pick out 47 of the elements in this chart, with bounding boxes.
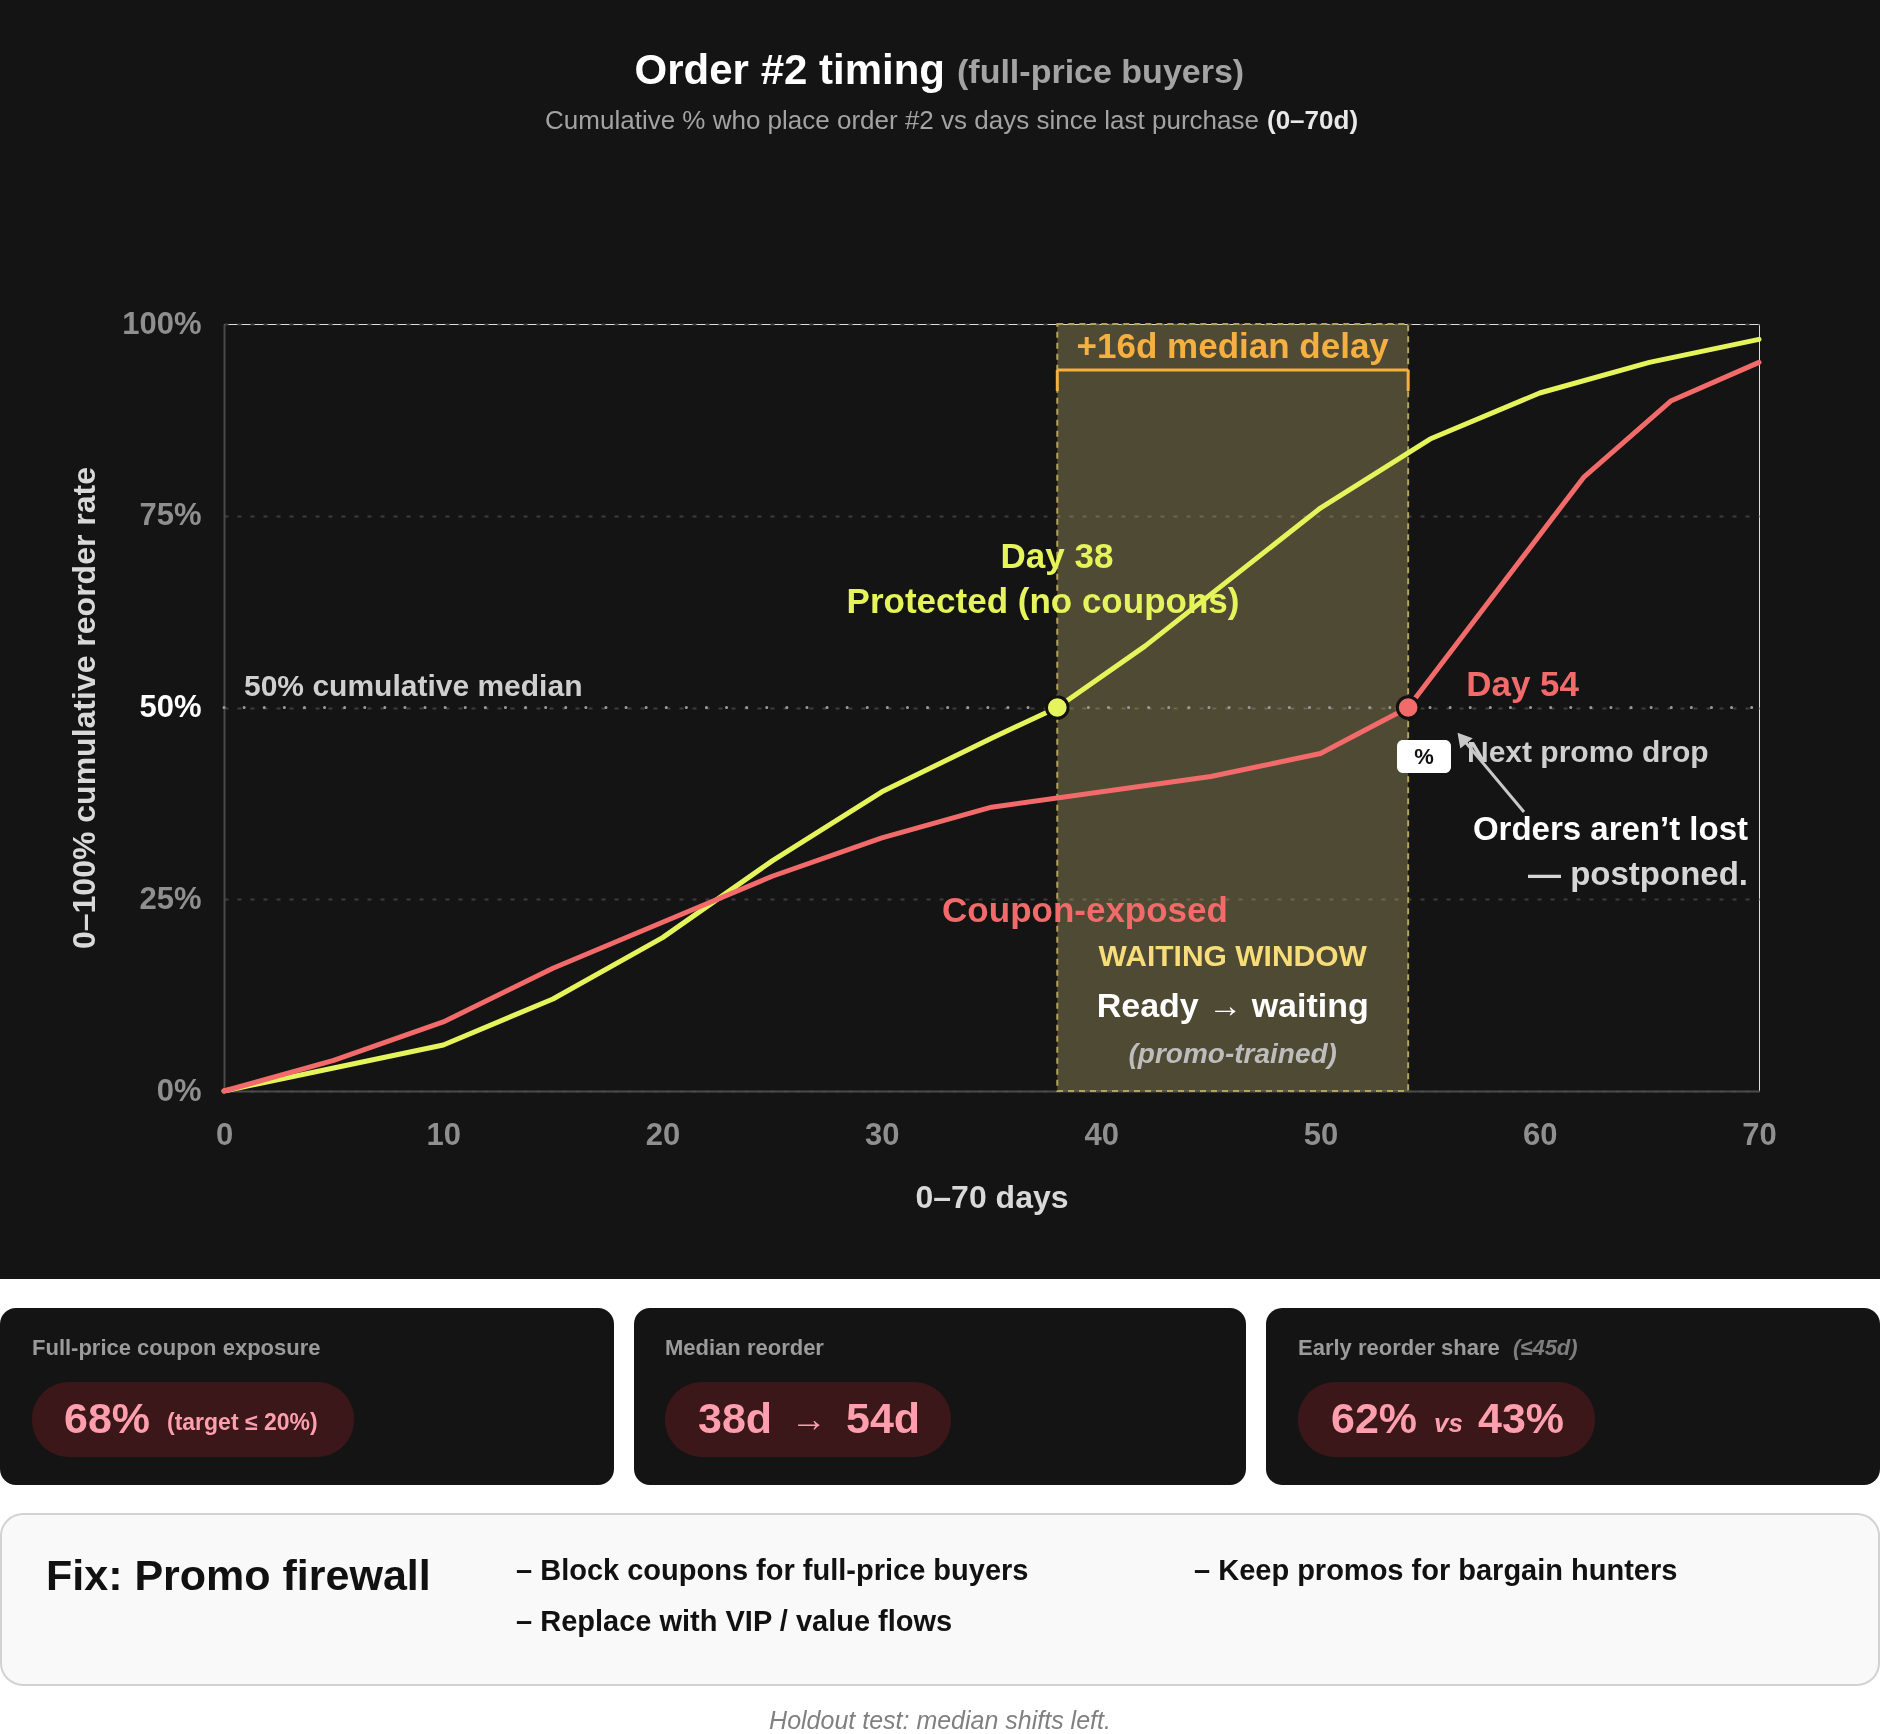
series-label: Coupon-exposed — [942, 890, 1228, 929]
annotation: (promo-trained) — [1128, 1038, 1337, 1069]
annotation: Orders aren’t lost — [1472, 810, 1748, 847]
y-tick-label: 75% — [139, 497, 202, 533]
chart-subtitle: Cumulative % who place order #2 vs days since last purchase — [545, 105, 1259, 135]
x-tick-label: 40 — [1084, 1116, 1119, 1152]
text: 68% — [64, 1394, 151, 1442]
y-tick-label: 0% — [156, 1072, 202, 1108]
x-tick-label: 50 — [1303, 1116, 1339, 1152]
y-tick-label: 100% — [122, 305, 202, 341]
text: 38d — [698, 1394, 773, 1442]
y-axis-title: 0–100% cumulative reorder rate — [65, 466, 102, 950]
x-tick-label: 60 — [1522, 1116, 1558, 1152]
text: 62% — [1331, 1394, 1418, 1442]
annotation: Day 54 — [1466, 663, 1580, 703]
text: (≤45d) — [1513, 1335, 1578, 1360]
x-tick-label: 70 — [1742, 1116, 1777, 1152]
y-tick-label: 25% — [139, 880, 202, 916]
text: Fix: Promo firewall — [46, 1551, 431, 1599]
text: (full-price buyers) — [957, 52, 1245, 90]
x-tick-label: 10 — [426, 1116, 462, 1152]
text: – Block coupons for full-price buyers — [516, 1554, 1029, 1586]
annotation: — postponed. — [1528, 855, 1748, 892]
annotation: Ready → waiting — [1096, 986, 1369, 1024]
text: Median reorder — [665, 1335, 825, 1360]
x-tick-label: 20 — [645, 1116, 681, 1152]
text: 54d — [846, 1394, 921, 1442]
text: (target ≤ 20%) — [167, 1409, 318, 1435]
x-axis-title: 0–70 days — [915, 1178, 1069, 1215]
ref-line-label: 50% cumulative median — [244, 668, 583, 702]
annotation: % — [1414, 744, 1434, 769]
text: – Replace with VIP / value flows — [516, 1605, 953, 1637]
chart-title: Order #2 timing — [634, 46, 945, 93]
text: 43% — [1478, 1394, 1565, 1442]
text: (0–70d) — [1267, 105, 1359, 135]
text: vs — [1434, 1408, 1463, 1438]
x-tick-label: 30 — [865, 1116, 900, 1152]
text: → — [791, 1398, 827, 1439]
text: Early reorder share — [1298, 1335, 1500, 1360]
annotation: Day 38 — [1000, 536, 1114, 575]
band-label: WAITING WINDOW — [1098, 939, 1368, 972]
x-tick-label: 0 — [215, 1116, 234, 1152]
y-tick-label: 50% — [139, 689, 202, 724]
text: Holdout test: median shifts left. — [769, 1706, 1111, 1734]
annotation: +16d median delay — [1076, 326, 1390, 365]
text: Full-price coupon exposure — [32, 1335, 321, 1360]
text: – Keep promos for bargain hunters — [1194, 1554, 1678, 1586]
